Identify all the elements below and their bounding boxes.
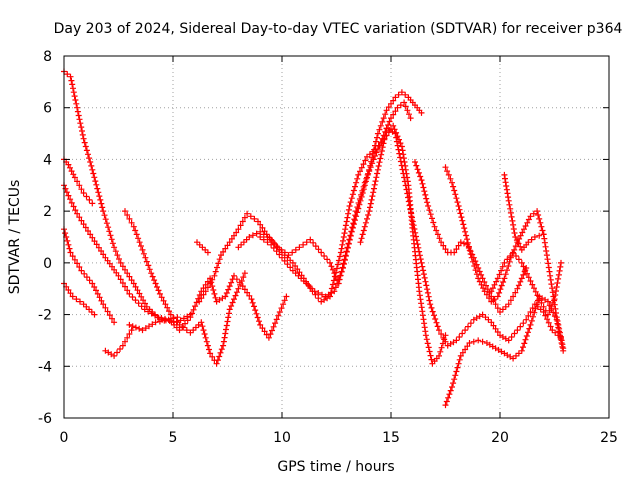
series-s6 bbox=[102, 327, 135, 359]
x-tick-label: 5 bbox=[169, 430, 178, 446]
series-s7 bbox=[122, 208, 248, 367]
series-s8 bbox=[126, 272, 290, 341]
y-tick-label: -6 bbox=[38, 411, 52, 427]
y-tick-label: -4 bbox=[38, 359, 52, 375]
series-markers bbox=[412, 159, 530, 315]
series-markers bbox=[442, 164, 567, 352]
y-tick-label: 6 bbox=[43, 101, 52, 117]
series-s11 bbox=[235, 122, 449, 367]
y-tick-label: 4 bbox=[43, 152, 52, 168]
series-s14 bbox=[412, 159, 530, 315]
y-tick-label: 0 bbox=[43, 256, 52, 272]
series-markers bbox=[61, 68, 181, 323]
y-tick-label: 2 bbox=[43, 204, 52, 220]
data-points bbox=[61, 68, 567, 409]
series-markers bbox=[488, 249, 564, 318]
series-s16 bbox=[442, 164, 567, 352]
chart-title: Day 203 of 2024, Sidereal Day-to-day VTE… bbox=[54, 21, 623, 37]
x-tick-label: 0 bbox=[60, 430, 69, 446]
series-s13 bbox=[357, 125, 564, 349]
series-markers bbox=[235, 122, 449, 367]
axes: 0 5 10 15 20 25 -6 -4 -2 0 2 4 6 8 bbox=[38, 49, 618, 446]
x-axis-label: GPS time / hours bbox=[277, 459, 394, 475]
series-s1 bbox=[61, 68, 181, 323]
y-axis-label: SDTVAR / TECUs bbox=[7, 180, 23, 295]
series-s12 bbox=[257, 89, 425, 300]
x-tick-label: 10 bbox=[273, 430, 291, 446]
series-markers bbox=[357, 125, 564, 349]
series-s18 bbox=[488, 249, 564, 318]
y-tick-label: -2 bbox=[38, 308, 52, 324]
y-tick-label: 8 bbox=[43, 49, 52, 65]
series-markers bbox=[194, 239, 211, 256]
series-s10 bbox=[194, 239, 211, 256]
grid bbox=[64, 56, 609, 418]
series-markers bbox=[126, 272, 290, 341]
x-tick-label: 25 bbox=[600, 430, 618, 446]
x-tick-label: 15 bbox=[382, 430, 400, 446]
series-markers bbox=[102, 327, 135, 359]
x-tick-label: 20 bbox=[491, 430, 509, 446]
series-s17 bbox=[501, 171, 547, 253]
series-markers bbox=[122, 208, 248, 367]
plot-frame bbox=[63, 55, 610, 419]
series-markers bbox=[501, 171, 547, 253]
series-markers bbox=[257, 89, 425, 300]
